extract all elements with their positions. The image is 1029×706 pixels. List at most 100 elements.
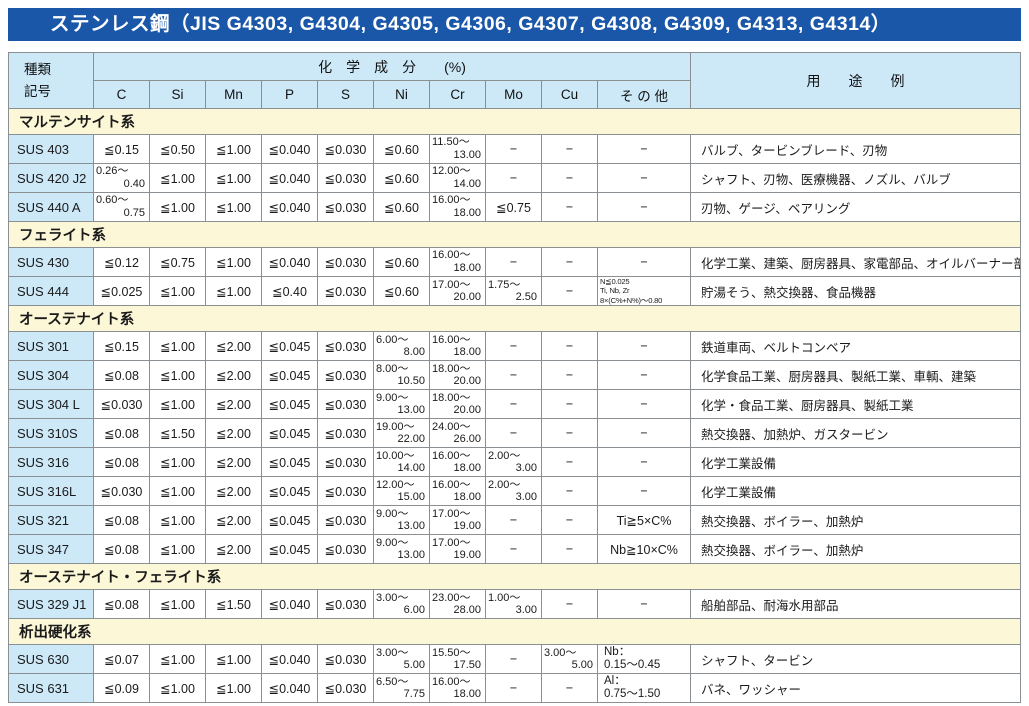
grade-code-cell: SUS 430 (8, 247, 94, 277)
section-title: フェライト系 (8, 221, 1021, 248)
empty-value-cell: − (541, 673, 598, 704)
chem-value-cell: ≦0.030 (317, 275, 374, 307)
chem-value-cell: ≦0.50 (149, 134, 206, 164)
chem-value-cell: ≦0.030 (317, 673, 374, 704)
chem-value-cell: ≦0.030 (317, 134, 374, 164)
empty-value-cell: − (541, 505, 598, 536)
chem-range-cell: 3.00～ 6.00 (373, 589, 430, 620)
section-title: オーステナイト・フェライト系 (8, 563, 1021, 591)
grade-code-cell: SUS 301 (8, 331, 94, 362)
chem-range-cell: 6.50～ 7.75 (373, 673, 430, 704)
empty-value-cell: − (485, 134, 542, 164)
usage-cell: 刃物、ゲージ、ベアリング (690, 192, 1021, 222)
usage-cell: バルブ、タービンブレード、刃物 (690, 134, 1021, 164)
empty-value-cell: − (485, 360, 542, 391)
grade-code-cell: SUS 420 J2 (8, 163, 94, 193)
empty-value-cell: − (485, 505, 542, 536)
chem-range-cell: 2.00～ 3.00 (485, 476, 542, 507)
column-header-chemical-composition: 化 学 成 分 (%) (92, 52, 692, 81)
chem-range-cell: 19.00～ 22.00 (373, 418, 430, 449)
chem-value-cell: ≦1.00 (149, 163, 206, 193)
grade-code-cell: SUS 304 (8, 360, 94, 391)
chem-value-cell: ≦0.08 (93, 589, 150, 620)
chem-value-cell: ≦0.045 (261, 447, 318, 478)
chem-value-cell: ≦0.040 (261, 134, 318, 164)
table-row: SUS 444 ≦0.025 ≦1.00 ≦1.00 ≦0.40 ≦0.030 ≦0.60 1… (8, 275, 1021, 307)
chem-range-cell: 16.00～ 18.00 (429, 673, 486, 704)
usage-cell: 化学工業設備 (690, 476, 1021, 507)
column-header-ni: Ni (373, 80, 430, 109)
chem-value-cell: ≦1.00 (149, 275, 206, 307)
empty-value-cell: − (541, 418, 598, 449)
chem-range-cell: 16.00～ 18.00 (429, 192, 486, 222)
chem-range-cell: 9.00～ 13.00 (373, 389, 430, 420)
chem-value-cell: ≦0.15 (93, 134, 150, 164)
section-header-row: フェライト系 (8, 221, 1021, 248)
chem-value-cell: ≦0.040 (261, 247, 318, 277)
chem-value-cell: ≦1.00 (205, 673, 262, 704)
column-header-p: P (261, 80, 318, 109)
chem-value-cell: ≦0.08 (93, 418, 150, 449)
grade-code-cell: SUS 316L (8, 476, 94, 507)
usage-cell: 熱交換器、ボイラー、加熱炉 (690, 534, 1021, 565)
chem-range-cell: 17.00～ 19.00 (429, 534, 486, 565)
usage-cell: 化学食品工業、厨房器具、製紙工業、車輌、建築 (690, 360, 1021, 391)
usage-cell: 鉄道車両、ベルトコンベア (690, 331, 1021, 362)
grade-code-cell: SUS 630 (8, 644, 94, 675)
chem-value-cell: ≦1.00 (149, 476, 206, 507)
chem-value-cell: ≦0.030 (317, 331, 374, 362)
empty-value-cell: − (485, 247, 542, 277)
table-row: SUS 304 ≦0.08 ≦1.00 ≦2.00 ≦0.045 ≦0.030 8.00～ 1… (8, 360, 1021, 391)
chem-range-cell: 2.00～ 3.00 (485, 447, 542, 478)
chem-value-cell: ≦1.00 (205, 192, 262, 222)
table-body: マルテンサイト系 SUS 403 ≦0.15 ≦0.50 ≦1.00 ≦0.040 ≦0.0… (8, 108, 1021, 704)
empty-value-cell: − (541, 192, 598, 222)
usage-cell: 船舶部品、耐海水用部品 (690, 589, 1021, 620)
table-row: SUS 310S ≦0.08 ≦1.50 ≦2.00 ≦0.045 ≦0.030 19.00… (8, 418, 1021, 449)
other-components-cell: Al： 0.75～1.50 (596, 673, 692, 704)
chem-value-cell: ≦0.045 (261, 505, 318, 536)
empty-value-cell: − (596, 360, 692, 391)
empty-value-cell: − (541, 247, 598, 277)
chem-value-cell: ≦1.00 (149, 192, 206, 222)
chem-range-cell: 16.00～ 18.00 (429, 247, 486, 277)
chem-value-cell: ≦1.50 (149, 418, 206, 449)
usage-cell: シャフト、タービン (690, 644, 1021, 675)
chem-range-cell: 0.26～ 0.40 (93, 163, 150, 193)
chem-value-cell: ≦0.15 (93, 331, 150, 362)
chem-value-cell: ≦0.030 (317, 389, 374, 420)
usage-cell: 熱交換器、加熱炉、ガスタービン (690, 418, 1021, 449)
chem-value-cell: ≦1.00 (149, 589, 206, 620)
other-components-cell: Nb： 0.15～0.45 (596, 644, 692, 675)
chem-range-cell: 16.00～ 18.00 (429, 476, 486, 507)
chem-value-cell: ≦1.00 (149, 389, 206, 420)
column-header-s: S (317, 80, 374, 109)
usage-cell: 化学・食品工業、厨房器具、製紙工業 (690, 389, 1021, 420)
chem-range-cell: 17.00～ 20.00 (429, 275, 486, 307)
empty-value-cell: − (541, 134, 598, 164)
chem-value-cell: ≦2.00 (205, 505, 262, 536)
chem-value-cell: ≦0.030 (317, 163, 374, 193)
empty-value-cell: − (541, 275, 598, 307)
table-row: SUS 440 A 0.60～ 0.75 ≦1.00 ≦1.00 ≦0.040 ≦0.030… (8, 192, 1021, 222)
chem-value-cell: ≦1.00 (205, 644, 262, 675)
empty-value-cell: − (485, 644, 542, 675)
chem-range-cell: 17.00～ 19.00 (429, 505, 486, 536)
grade-header-line1: 種類 (24, 61, 51, 77)
chem-value-cell: ≦0.60 (373, 192, 430, 222)
chem-value-cell: Ti≧5×C% (596, 505, 692, 536)
chem-value-cell: ≦0.030 (317, 192, 374, 222)
chem-value-cell: ≦0.75 (485, 192, 542, 222)
chem-value-cell: ≦2.00 (205, 534, 262, 565)
empty-value-cell: − (596, 589, 692, 620)
usage-cell: 貯湯そう、熱交換器、食品機器 (690, 275, 1021, 307)
chem-value-cell: ≦0.030 (317, 360, 374, 391)
section-header-row: マルテンサイト系 (8, 108, 1021, 135)
chem-range-cell: 11.50～ 13.00 (429, 134, 486, 164)
column-header-mo: Mo (485, 80, 542, 109)
chem-value-cell: ≦0.60 (373, 163, 430, 193)
chem-value-cell: ≦0.08 (93, 360, 150, 391)
chem-value-cell: ≦0.030 (317, 447, 374, 478)
usage-cell: 熱交換器、ボイラー、加熱炉 (690, 505, 1021, 536)
